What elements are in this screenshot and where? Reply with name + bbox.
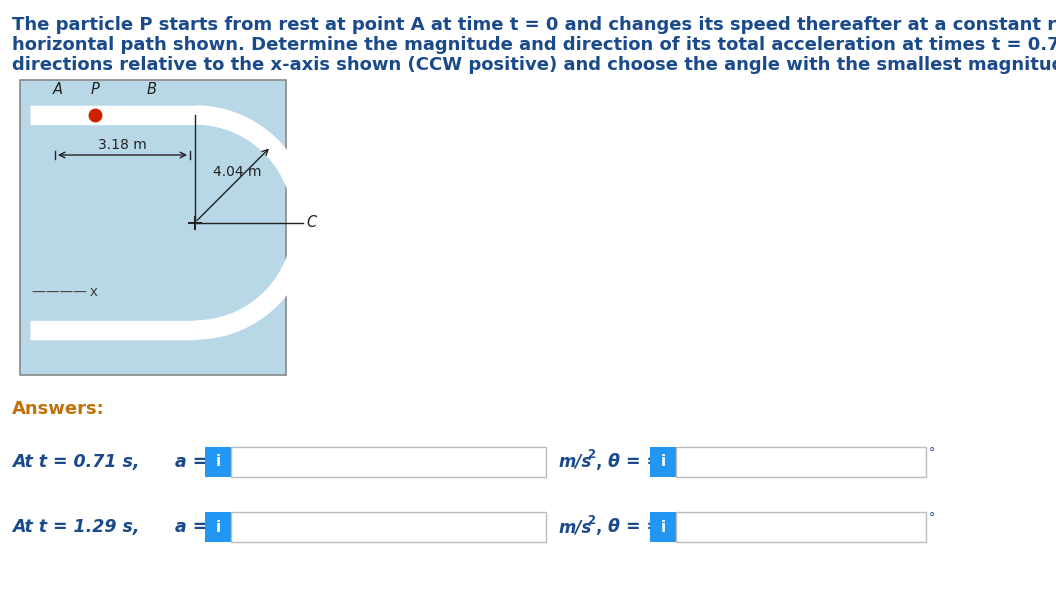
Text: ,: , <box>595 518 601 536</box>
Text: a =: a = <box>175 518 207 536</box>
Bar <box>650 512 676 542</box>
Text: ,: , <box>595 453 601 471</box>
Text: The particle P starts from rest at point A at time t = 0 and changes its speed t: The particle P starts from rest at point… <box>12 16 1056 34</box>
Text: θ = =: θ = = <box>608 518 661 536</box>
Text: i: i <box>215 519 221 534</box>
Bar <box>231 447 546 477</box>
Bar <box>676 512 926 542</box>
Text: θ = =: θ = = <box>608 453 661 471</box>
Text: Answers:: Answers: <box>12 400 105 418</box>
Text: At t = 1.29 s,: At t = 1.29 s, <box>12 518 139 536</box>
Bar <box>205 447 231 477</box>
Text: At t = 0.71 s,: At t = 0.71 s, <box>12 453 139 471</box>
Text: 3.18 m: 3.18 m <box>98 138 147 152</box>
Bar <box>205 512 231 542</box>
Text: horizontal path shown. Determine the magnitude and direction of its total accele: horizontal path shown. Determine the mag… <box>12 36 1056 54</box>
Text: A: A <box>53 82 63 97</box>
Bar <box>20 80 286 375</box>
Text: °: ° <box>929 511 936 524</box>
Bar <box>231 512 546 542</box>
Text: ———— x: ———— x <box>32 285 98 299</box>
Text: directions relative to the x-axis shown (CCW positive) and choose the angle with: directions relative to the x-axis shown … <box>12 56 1056 74</box>
Text: i: i <box>215 454 221 469</box>
Text: °: ° <box>929 446 936 459</box>
Text: i: i <box>660 519 665 534</box>
Text: 4.04 m: 4.04 m <box>213 165 262 180</box>
Text: C: C <box>306 215 317 230</box>
Text: P: P <box>91 82 99 97</box>
Text: i: i <box>660 454 665 469</box>
Text: a =: a = <box>175 453 207 471</box>
Text: B: B <box>147 82 157 97</box>
Text: 2: 2 <box>587 449 596 462</box>
Text: m/s: m/s <box>558 518 591 536</box>
Bar <box>650 447 676 477</box>
Bar <box>676 447 926 477</box>
Text: 2: 2 <box>587 514 596 527</box>
Text: m/s: m/s <box>558 453 591 471</box>
